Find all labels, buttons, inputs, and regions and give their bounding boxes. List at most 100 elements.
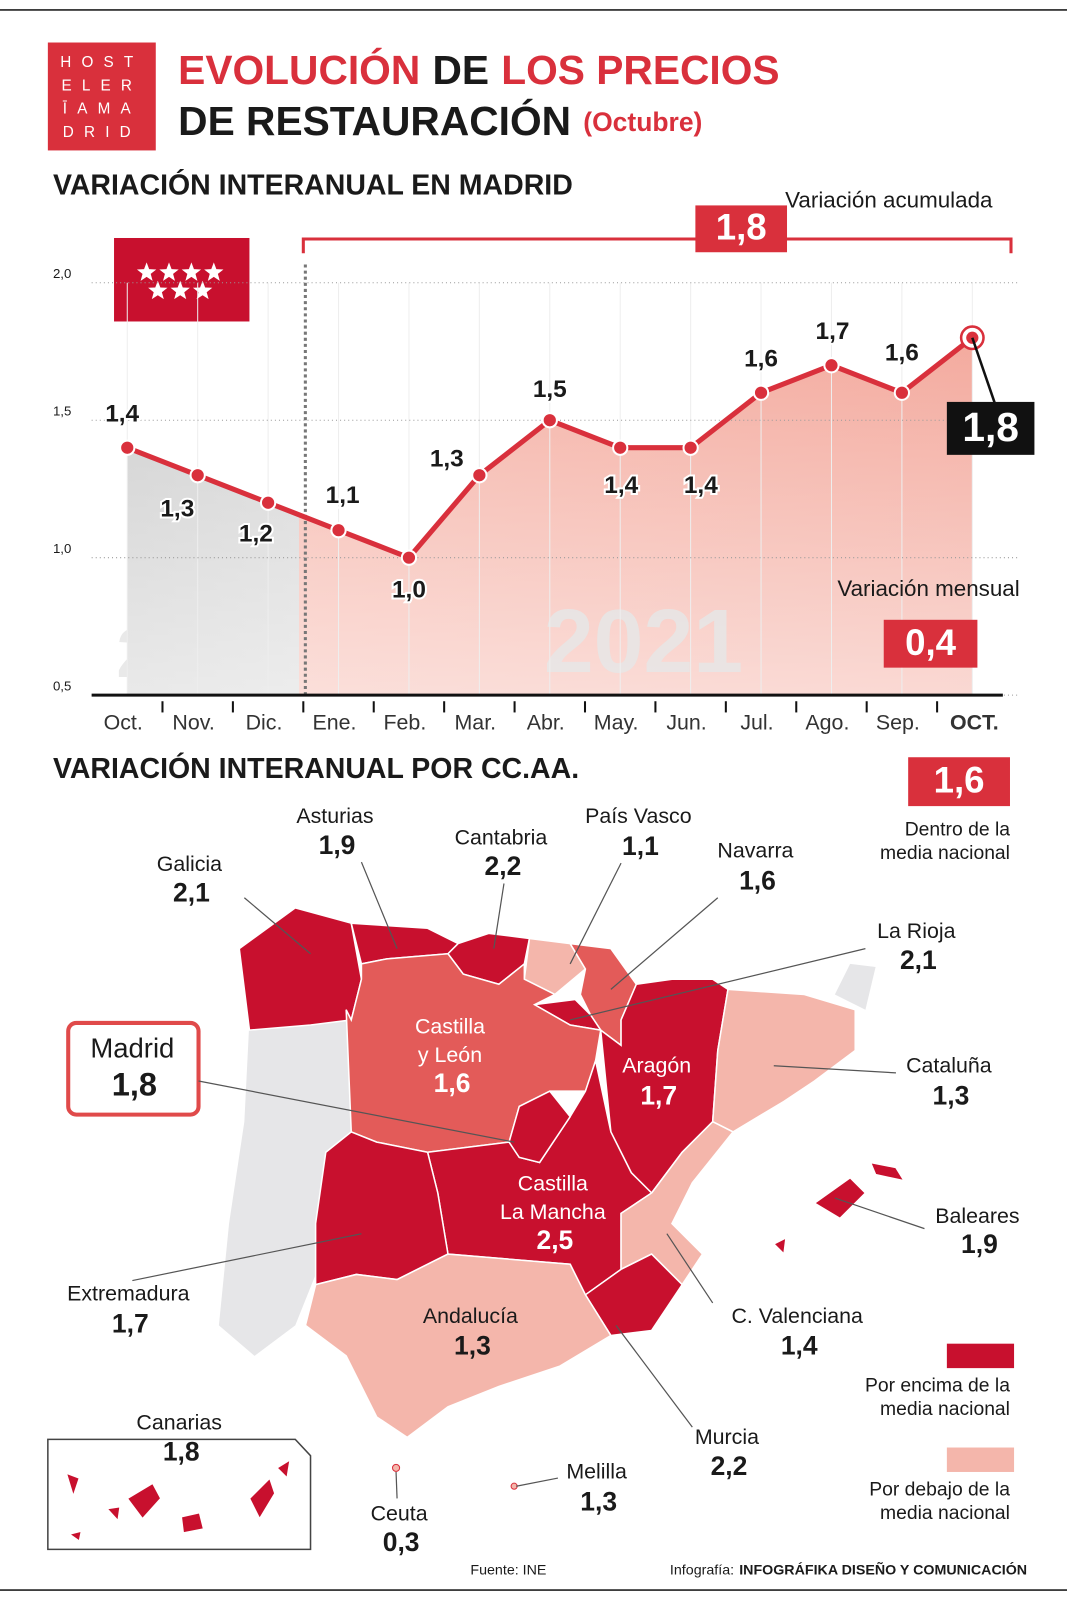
leader-line [243,897,311,955]
leader-line [569,862,622,965]
region-value: 1,9 [319,830,356,860]
region-value: 1,3 [933,1080,970,1110]
star [204,262,224,281]
region-value: 2,2 [711,1451,748,1481]
canarias-frame [47,1438,312,1551]
x-tick-label: Nov. [172,710,214,734]
leader-line [395,1471,398,1499]
x-tick-label: Jun. [666,710,706,734]
region-name: Asturias [296,804,373,828]
region-name: La Mancha [500,1200,606,1224]
credit-label: Infografía: [670,1562,734,1578]
point [541,412,558,429]
x-tick-label: OCT. [950,710,999,734]
title-note: (Octubre) [583,107,702,137]
region-shape [523,937,587,996]
value-label: 1,5 [533,376,567,403]
region-shape [67,1529,83,1543]
region-name: Melilla [566,1460,627,1484]
region-name: Extremadura [67,1281,189,1305]
point [612,439,629,456]
x-tick-label: May. [594,710,639,734]
value-label: 1,6 [744,346,778,373]
leader-line [198,1080,515,1143]
x-tick-label: Feb. [383,710,426,734]
national-label: Dentro de la [905,819,1011,841]
x-tick-label: Dic. [246,710,283,734]
point [893,384,911,401]
star [192,280,213,300]
leader-line [666,1233,714,1304]
value-label: 1,4 [684,472,718,499]
legend-label: Por debajo de la [869,1478,1010,1500]
point [823,357,840,374]
point [752,384,770,401]
legend-swatch [946,1343,1015,1369]
logo-line: DRID [63,124,141,141]
leader-line [615,1324,693,1428]
region-name: Andalucía [423,1304,518,1328]
monthly-value: 0,4 [905,622,957,663]
region-name: Baleares [935,1204,1019,1228]
y-tick-label: 1,0 [53,541,71,556]
cumulative-box [695,205,788,253]
region-shape [304,1253,612,1439]
value-label: 1,7 [816,318,850,345]
value-label: 1,3 [160,495,194,522]
value-label: 1,4 [105,401,139,428]
value-label: 1,2 [239,521,273,548]
region-name: Aragón [622,1053,691,1077]
leader-line [834,1197,925,1230]
title-line-1: EVOLUCIÓN DE LOS PRECIOS [178,47,779,93]
x-tick-label: Abr. [527,710,565,734]
region-name: Madrid [90,1033,174,1064]
value-label: 1,4 [604,472,638,499]
legend-label: media nacional [880,1398,1010,1420]
region-shape [126,1482,162,1521]
region-value: 1,8 [163,1437,200,1467]
legend-swatch [946,1447,1015,1472]
region-shape [180,1511,205,1534]
region-name: Galicia [157,852,222,876]
region-name: Ceuta [371,1501,428,1525]
x-tick-label: Sep. [876,710,920,734]
year-watermark: 2021 [544,591,743,691]
leader-line [493,883,505,949]
y-tick-label: 2,0 [53,266,71,281]
region-name: Cantabria [455,825,548,849]
cumulative-value: 1,8 [716,207,767,248]
credit-name: INFOGRÁFIKA DISEÑO Y COMUNICACIÓN [739,1560,1027,1578]
region-value: 2,5 [536,1225,573,1255]
region-name: Castilla [518,1171,588,1195]
y-tick-label: 0,5 [53,678,71,693]
monthly-box [883,619,978,668]
region-shape [275,1458,292,1480]
region-value: 1,7 [112,1308,149,1338]
region-value: 1,7 [640,1080,677,1110]
region-name: Castilla [415,1015,485,1039]
star [136,262,157,281]
value-label: 1,3 [430,445,464,472]
region-shape [314,1131,449,1286]
leader-line [570,948,866,1021]
point [189,467,206,484]
region-shape [248,1476,276,1521]
region-name: C. Valenciana [731,1304,863,1328]
star [148,280,168,300]
value-box [946,401,1035,455]
chart-title: VARIACIÓN INTERANUAL EN MADRID [53,170,573,202]
value-label: 1,1 [326,482,360,509]
title-part: EVOLUCIÓN [178,47,420,93]
region-shape [64,1471,81,1499]
x-tick-label: Ago. [805,710,849,734]
bracket [301,237,1013,254]
credit: Infografía: INFOGRÁFIKA DISEÑO Y COMUNICA… [670,1560,1027,1578]
region-name: País Vasco [585,804,692,828]
madrid-box [66,1020,201,1117]
region-value: 1,1 [622,831,659,861]
value-label: 1,0 [392,577,426,604]
star [170,280,190,300]
region-shape [869,1161,906,1182]
point [330,522,347,539]
